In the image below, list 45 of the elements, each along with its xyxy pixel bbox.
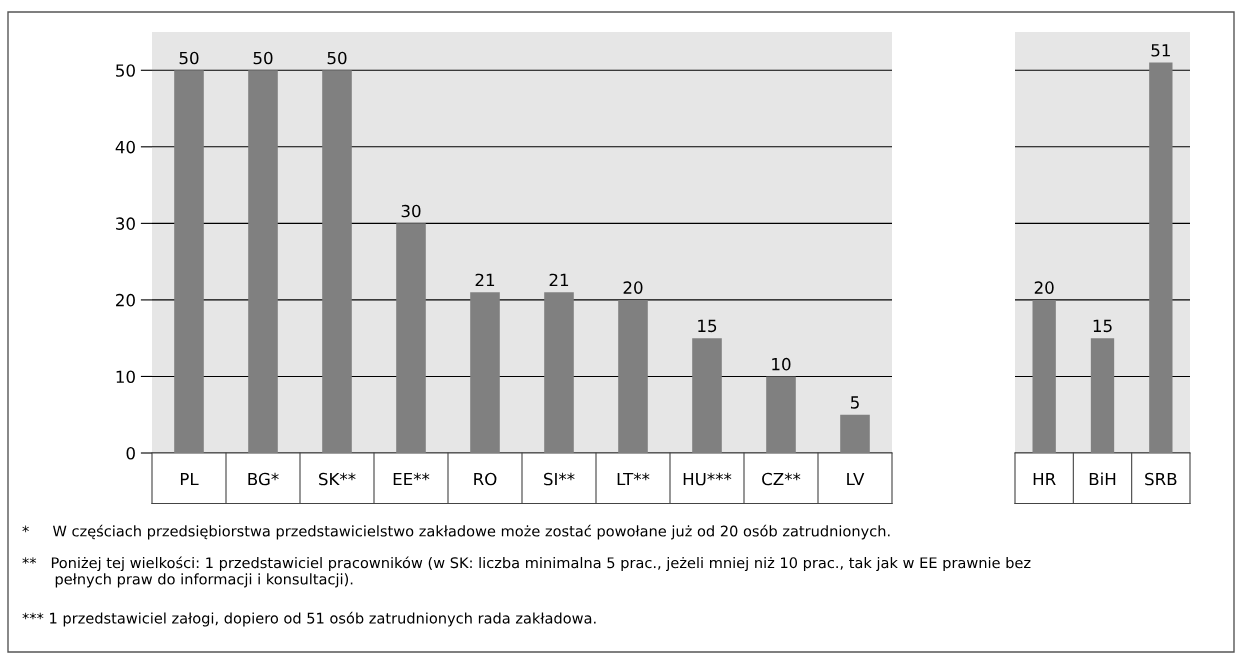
x-tick-label: SRB	[1145, 472, 1177, 486]
y-tick-label: 20	[116, 293, 135, 307]
bar	[174, 70, 204, 453]
text: * W częściach przedsiębiorstwa przedstawicielstwo zakładowe może zostać powołane już od 20 osób zatrudnionych.	[22, 524, 890, 540]
bar	[396, 223, 426, 453]
data-label: 10	[772, 357, 791, 371]
text: *** 1 przedstawiciel załogi, dopiero od 51 osób zatrudnionych rada zakładowa.	[22, 611, 596, 627]
data-label: 20	[1034, 281, 1054, 294]
y-tick-label: 30	[116, 217, 135, 230]
data-label: 5	[850, 396, 859, 409]
data-label: 50	[253, 51, 273, 65]
data-label: 20	[623, 281, 643, 294]
data-label: 30	[401, 204, 421, 218]
bar	[470, 292, 500, 453]
bar	[248, 70, 278, 453]
y-tick-label: 10	[116, 370, 135, 384]
bar	[618, 299, 648, 453]
x-tick-label: HU***	[683, 472, 732, 486]
x-tick-label: BiH	[1089, 472, 1116, 486]
bar	[322, 70, 352, 453]
x-tick-label: PL	[180, 472, 199, 486]
data-label: 21	[549, 273, 569, 287]
y-tick-label: 0	[126, 446, 135, 460]
x-tick-label: HR	[1033, 472, 1056, 486]
data-label: 50	[179, 51, 199, 65]
text: ** Poniżej tej wielkości: 1 przedstawiciel pracowników (w SK: liczba minimalna 5 prac., jeżeli mniej niż 10 prac., tak jak w EE prawnie bez pełnych praw do informacji i konsultacji).	[22, 556, 1031, 588]
data-label: 50	[327, 51, 347, 65]
data-label: 21	[475, 273, 495, 287]
y-tick-label: 40	[115, 140, 135, 154]
data-label: 51	[1151, 44, 1170, 57]
x-tick-label: SI**	[544, 472, 575, 486]
x-tick-label: LV	[847, 472, 865, 486]
x-tick-label: SK**	[319, 472, 356, 486]
x-tick-label: CZ**	[762, 472, 801, 486]
bar	[692, 338, 722, 453]
y-tick-label: 50	[116, 64, 135, 77]
bar	[544, 292, 574, 453]
data-label: 15	[698, 319, 717, 333]
bar	[766, 376, 796, 453]
data-label: 15	[1093, 319, 1112, 333]
x-tick-label: BG*	[248, 472, 279, 486]
bar	[840, 414, 870, 453]
x-tick-label: LT**	[617, 472, 650, 486]
x-tick-label: EE**	[393, 472, 430, 486]
x-tick-label: RO	[474, 472, 497, 486]
